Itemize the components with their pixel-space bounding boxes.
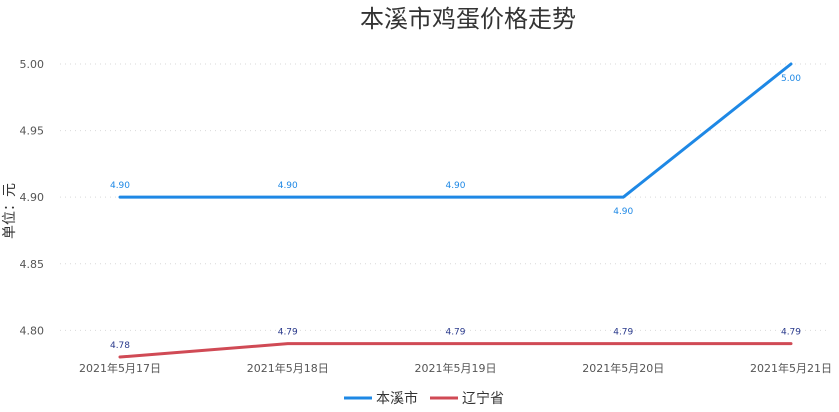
y-tick-label: 4.95 [20,125,45,138]
legend-entry: 辽宁省 [462,390,504,407]
x-tick-label: 2021年5月19日 [415,361,497,375]
y-tick-label: 4.80 [20,324,45,337]
x-tick-label: 2021年5月17日 [79,361,161,375]
data-label: 4.90 [613,207,633,217]
chart-title: 本溪市鸡蛋价格走势 [360,5,576,33]
data-label: 4.79 [445,328,465,338]
data-label: 4.90 [110,181,130,191]
x-tick-label: 2021年5月21日 [750,361,832,375]
y-tick-label: 4.85 [20,258,45,271]
x-tick-labels: 2021年5月17日 2021年5月18日 2021年5月19日 2021年5月20日… [79,361,832,375]
data-label: 4.79 [278,328,298,338]
data-labels: 4.90 4.90 4.90 4.90 5.00 4.78 4.79 4.79 4.79 4.79 [110,74,801,351]
y-tick-label: 5.00 [20,58,45,71]
data-label: 4.90 [445,181,465,191]
y-axis-label: 单位：元 [2,183,18,239]
data-label: 5.00 [781,74,801,84]
data-label: 4.90 [278,181,298,191]
x-tick-label: 2021年5月20日 [582,361,664,375]
y-tick-label: 4.90 [20,191,45,204]
data-label: 4.78 [110,341,130,351]
legend-entry: 本溪市 [376,390,418,407]
series-line-0 [118,62,793,199]
data-label: 4.79 [781,328,801,338]
series-line-1 [118,342,793,359]
data-label: 4.79 [613,328,633,338]
series-lines [118,62,793,359]
x-tick-label: 2021年5月18日 [247,361,329,375]
legend: 本溪市 辽宁省 [344,390,504,407]
y-tick-labels: 4.80 4.85 4.90 4.95 5.00 [20,58,45,337]
